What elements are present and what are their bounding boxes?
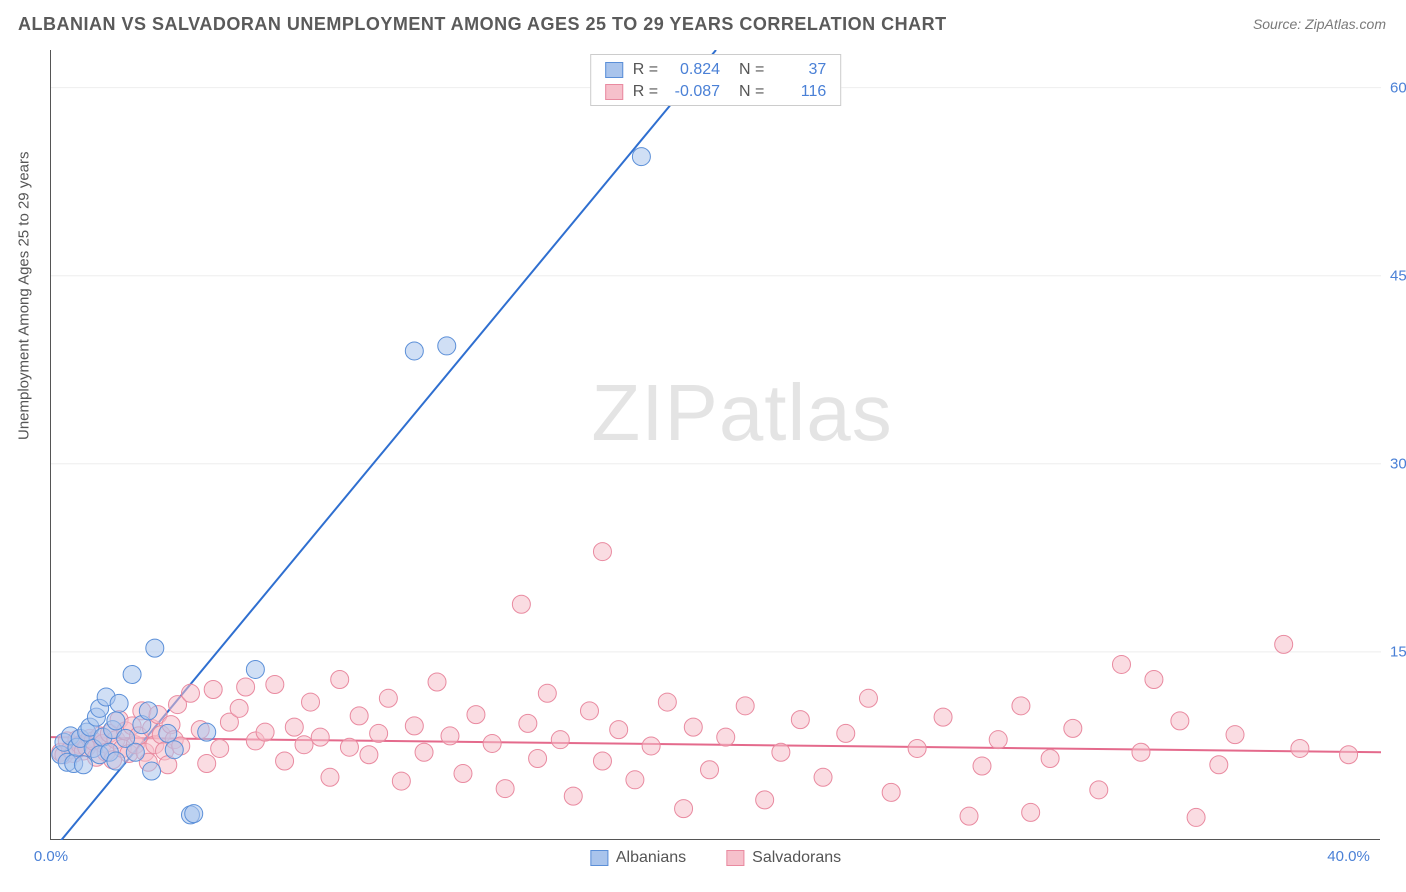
legend-n-label: N = bbox=[730, 59, 764, 81]
legend-r-value: 0.824 bbox=[668, 59, 720, 81]
legend-n-label: N = bbox=[730, 81, 764, 103]
legend-label: Salvadorans bbox=[752, 849, 841, 867]
legend-r-value: -0.087 bbox=[668, 81, 720, 103]
legend-r-label: R = bbox=[633, 59, 658, 81]
swatch-icon bbox=[590, 850, 608, 866]
legend-row-albanians: R = 0.824 N = 37 bbox=[605, 59, 827, 81]
y-tick-label: 15.0% bbox=[1390, 643, 1406, 660]
scatter-plot: ZIPatlas R = 0.824 N = 37 R = -0.087 N =… bbox=[50, 50, 1380, 840]
y-tick-label: 60.0% bbox=[1390, 79, 1406, 96]
series-legend: Albanians Salvadorans bbox=[590, 849, 841, 867]
swatch-icon bbox=[726, 850, 744, 866]
x-tick-label: 40.0% bbox=[1327, 848, 1370, 865]
legend-r-label: R = bbox=[633, 81, 658, 103]
legend-item-salvadorans: Salvadorans bbox=[726, 849, 841, 867]
swatch-icon bbox=[605, 84, 623, 100]
x-tick-label: 0.0% bbox=[34, 848, 68, 865]
legend-label: Albanians bbox=[616, 849, 686, 867]
y-axis-label: Unemployment Among Ages 25 to 29 years bbox=[16, 151, 33, 440]
correlation-legend: R = 0.824 N = 37 R = -0.087 N = 116 bbox=[590, 54, 842, 106]
source-attribution: Source: ZipAtlas.com bbox=[1253, 16, 1386, 32]
y-tick-label: 30.0% bbox=[1390, 455, 1406, 472]
legend-n-value: 116 bbox=[774, 81, 826, 103]
legend-item-albanians: Albanians bbox=[590, 849, 686, 867]
chart-title: ALBANIAN VS SALVADORAN UNEMPLOYMENT AMON… bbox=[18, 14, 947, 35]
legend-row-salvadorans: R = -0.087 N = 116 bbox=[605, 81, 827, 103]
swatch-icon bbox=[605, 62, 623, 78]
y-tick-label: 45.0% bbox=[1390, 267, 1406, 284]
legend-n-value: 37 bbox=[774, 59, 826, 81]
